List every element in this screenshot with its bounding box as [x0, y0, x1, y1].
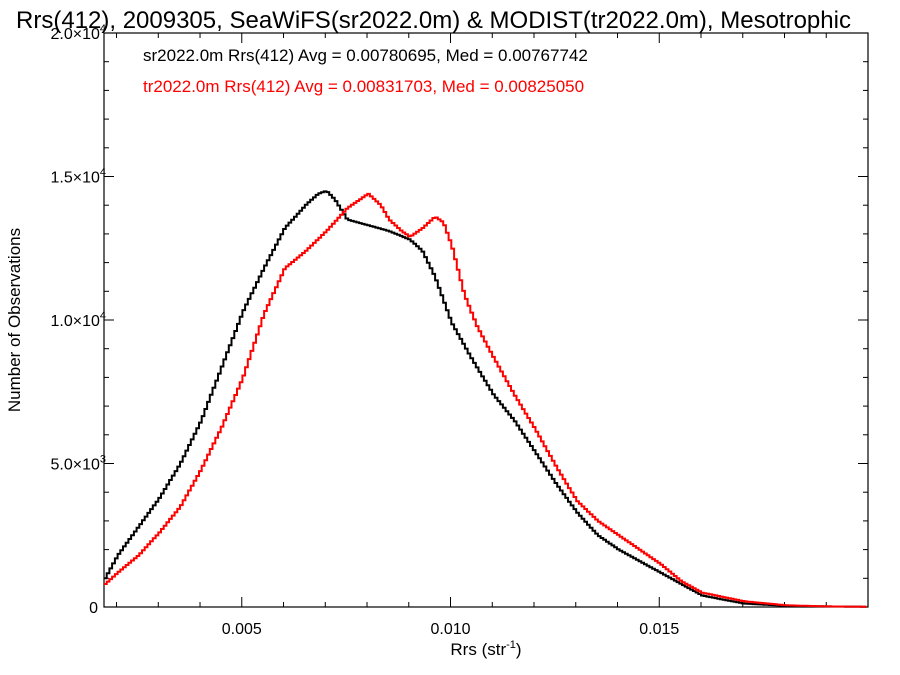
x-axis-label: Rrs (str-1)	[450, 639, 521, 659]
series-layer	[104, 190, 867, 608]
y-axis-label: Number of Observations	[5, 228, 24, 412]
legend-entry-sr2022: sr2022.0m Rrs(412) Avg = 0.00780695, Med…	[143, 46, 588, 65]
legend-entry-tr2022: tr2022.0m Rrs(412) Avg = 0.00831703, Med…	[143, 77, 584, 96]
series-line-0	[104, 190, 867, 608]
y-axis-ticks: 0 5.0×103 1.0×104 1.5×104 2.0×104	[50, 23, 868, 617]
y-tick-label: 1.5×104	[50, 167, 106, 187]
y-tick-label: 0	[89, 600, 98, 617]
chart-title: Rrs(412), 2009305, SeaWiFS(sr2022.0m) & …	[16, 7, 851, 34]
plot-frame	[103, 32, 869, 608]
y-tick-label: 5.0×103	[50, 454, 106, 474]
x-tick-label: 0.015	[639, 621, 679, 638]
y-tick-label: 2.0×104	[50, 23, 106, 43]
x-tick-label: 0.010	[430, 621, 470, 638]
y-tick-label: 1.0×104	[50, 310, 106, 330]
legend: sr2022.0m Rrs(412) Avg = 0.00780695, Med…	[143, 46, 588, 96]
x-tick-label: 0.005	[222, 621, 262, 638]
series-line-1	[104, 192, 867, 608]
x-axis-ticks: 0.005 0.010 0.015	[116, 33, 827, 638]
